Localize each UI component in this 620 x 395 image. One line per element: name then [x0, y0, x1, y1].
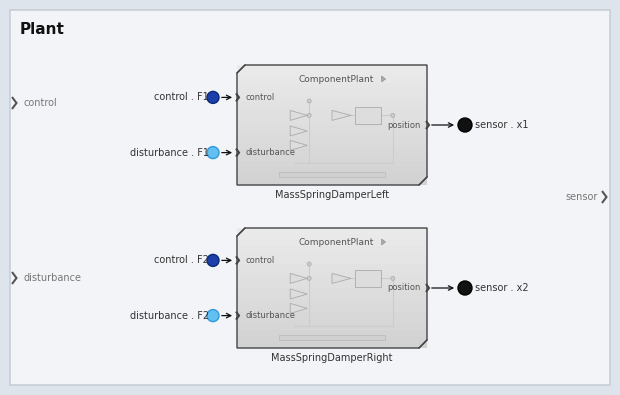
Text: MassSpringDamperRight: MassSpringDamperRight [272, 353, 392, 363]
Bar [237, 282, 427, 288]
Bar [237, 119, 427, 125]
Polygon shape [332, 110, 351, 120]
Bar [237, 155, 427, 161]
Text: disturbance . F2: disturbance . F2 [130, 310, 209, 321]
Text: control . F2: control . F2 [154, 256, 209, 265]
Circle shape [307, 262, 311, 266]
Bar [237, 252, 427, 258]
Polygon shape [290, 289, 308, 299]
Circle shape [207, 147, 219, 159]
Bar [237, 137, 427, 143]
Bar [237, 77, 427, 83]
Bar [237, 149, 427, 155]
Text: ComponentPlant: ComponentPlant [298, 75, 373, 84]
Bar [237, 264, 427, 270]
Bar [355, 270, 381, 287]
Text: position: position [388, 120, 421, 130]
Text: disturbance: disturbance [245, 148, 295, 157]
Polygon shape [290, 303, 308, 313]
Bar [237, 312, 427, 318]
Bar [237, 89, 427, 95]
Text: sensor . x1: sensor . x1 [475, 120, 528, 130]
Text: sensor . x2: sensor . x2 [475, 283, 529, 293]
Text: disturbance: disturbance [23, 273, 81, 283]
Text: MassSpringDamperLeft: MassSpringDamperLeft [275, 190, 389, 200]
Bar [237, 173, 427, 179]
Bar [279, 172, 385, 177]
Text: control: control [245, 256, 274, 265]
Polygon shape [381, 76, 386, 82]
Bar [237, 83, 427, 89]
Polygon shape [290, 140, 308, 150]
Text: disturbance . F1: disturbance . F1 [130, 148, 209, 158]
Text: control . F1: control . F1 [154, 92, 209, 102]
Bar [237, 65, 427, 71]
Text: ComponentPlant: ComponentPlant [298, 238, 373, 247]
Bar [237, 95, 427, 101]
Circle shape [207, 254, 219, 266]
Bar [237, 131, 427, 137]
Bar [237, 294, 427, 300]
Bar [237, 161, 427, 167]
Circle shape [307, 99, 311, 103]
Polygon shape [332, 273, 351, 283]
Bar [237, 125, 427, 131]
Bar [237, 107, 427, 113]
Polygon shape [290, 110, 308, 120]
Bar [237, 228, 427, 234]
Text: sensor: sensor [565, 192, 598, 202]
Polygon shape [290, 126, 308, 136]
Bar [237, 101, 427, 107]
Polygon shape [381, 239, 386, 245]
Bar [237, 330, 427, 336]
Text: control: control [245, 93, 274, 102]
Bar [237, 246, 427, 252]
Text: disturbance: disturbance [245, 311, 295, 320]
Bar [237, 71, 427, 77]
Bar [237, 240, 427, 246]
Bar [237, 342, 427, 348]
Bar [355, 107, 381, 124]
Bar [237, 336, 427, 342]
Bar [237, 270, 427, 276]
Bar [237, 234, 427, 240]
Circle shape [207, 91, 219, 103]
Circle shape [458, 281, 472, 295]
Bar [237, 276, 427, 282]
Bar [237, 288, 427, 294]
Text: position: position [388, 284, 421, 293]
Circle shape [391, 113, 395, 117]
Bar [237, 258, 427, 264]
Text: control: control [23, 98, 57, 108]
Bar [237, 143, 427, 149]
Circle shape [458, 118, 472, 132]
Bar [237, 179, 427, 185]
Bar [237, 306, 427, 312]
Bar [237, 300, 427, 306]
Circle shape [307, 113, 311, 117]
Bar [237, 324, 427, 330]
Circle shape [307, 276, 311, 280]
Text: Plant: Plant [20, 22, 65, 37]
Bar [279, 335, 385, 340]
Bar [237, 167, 427, 173]
Bar [237, 113, 427, 119]
Bar [237, 318, 427, 324]
Circle shape [391, 276, 395, 280]
Circle shape [207, 310, 219, 322]
Polygon shape [290, 273, 308, 283]
